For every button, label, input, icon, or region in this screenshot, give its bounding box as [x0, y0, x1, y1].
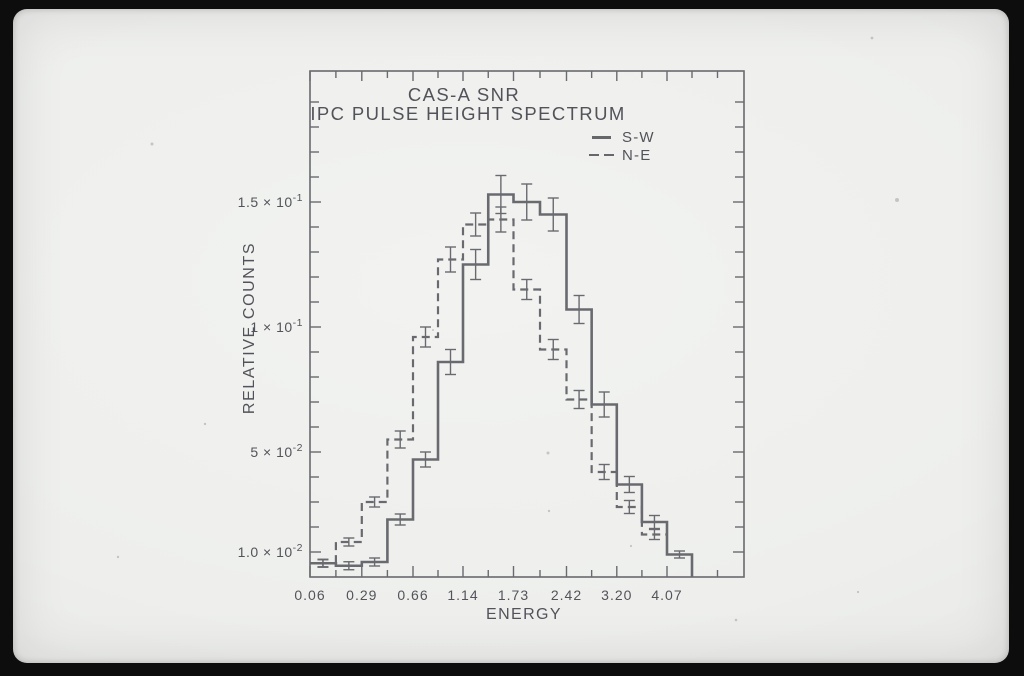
svg-text:0.06: 0.06 [294, 587, 325, 603]
legend-item-ne: N-E [589, 146, 655, 164]
svg-text:1 × 10-1: 1 × 10-1 [250, 317, 303, 335]
solid-line-sample [589, 135, 616, 139]
legend: S-W N-E [589, 128, 655, 164]
dashed-line-sample [589, 154, 616, 156]
legend-label-sw: S-W [622, 128, 655, 146]
legend-item-sw: S-W [589, 128, 655, 146]
svg-text:2.42: 2.42 [551, 587, 582, 603]
svg-text:1.14: 1.14 [447, 587, 478, 603]
x-axis-label: ENERGY [486, 606, 562, 623]
chart-subtitle: IPC PULSE HEIGHT SPECTRUM [310, 103, 626, 124]
dust-specks [116, 36, 899, 622]
y-axis-ticks-left [310, 101, 321, 553]
sw-errorbars [317, 174, 685, 571]
svg-text:0.66: 0.66 [397, 587, 428, 603]
photo-paper [13, 9, 1009, 663]
chart-title: CAS-A SNR [407, 84, 521, 105]
svg-text:4.07: 4.07 [651, 587, 682, 603]
svg-text:1.0 × 10-2: 1.0 × 10-2 [238, 542, 303, 560]
svg-text:1.73: 1.73 [498, 587, 529, 603]
y-tick-labels: 1.5 × 10-1 1 × 10-1 5 × 10-2 1.0 × 10-2 [238, 192, 303, 560]
y-axis-label: RELATIVE COUNTS [241, 241, 258, 415]
ne-histogram [310, 218, 667, 565]
x-axis-ticks-top [309, 71, 719, 81]
x-axis-ticks-bottom [309, 566, 719, 577]
y-axis-ticks-right [733, 101, 744, 553]
svg-text:3.20: 3.20 [601, 587, 632, 603]
svg-text:0.29: 0.29 [346, 587, 377, 603]
legend-label-ne: N-E [622, 146, 652, 164]
plot-frame [309, 70, 745, 578]
svg-text:5 × 10-2: 5 × 10-2 [250, 442, 303, 460]
sw-histogram [310, 193, 694, 577]
svg-text:1.5 × 10-1: 1.5 × 10-1 [238, 192, 303, 210]
x-tick-labels: 0.06 0.29 0.66 1.14 1.73 2.42 3.20 4.07 [294, 587, 682, 603]
